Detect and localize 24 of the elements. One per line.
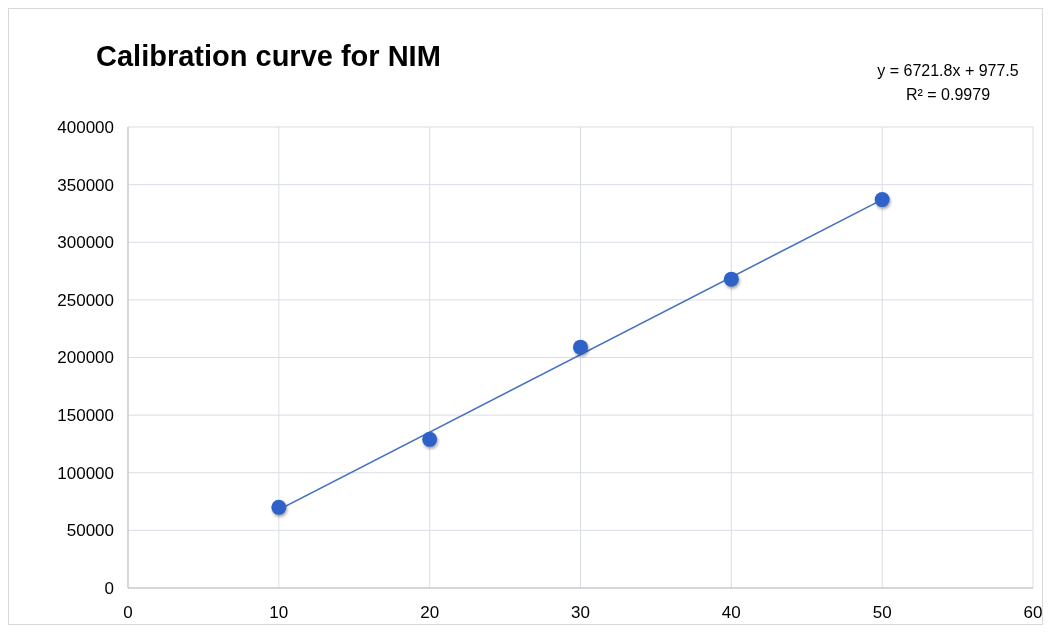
y-tick-label: 400000 bbox=[57, 117, 114, 137]
point bbox=[271, 499, 287, 515]
chart-title: Calibration curve for NIM bbox=[96, 40, 441, 72]
x-tick-label: 0 bbox=[123, 603, 133, 622]
text: R² = 0.9979 bbox=[905, 86, 991, 103]
y-tick-label: 300000 bbox=[57, 233, 114, 253]
x-tick-label: 40 bbox=[721, 603, 741, 622]
point bbox=[874, 192, 890, 208]
x-tick-label: 30 bbox=[571, 603, 590, 622]
y-tick-label: 150000 bbox=[57, 406, 114, 426]
text: y = 6721.8x + 977.5 bbox=[877, 62, 1019, 79]
x-tick-label: 20 bbox=[420, 603, 440, 622]
y-tick-label: 200000 bbox=[57, 348, 114, 368]
y-tick-label: 100000 bbox=[57, 463, 114, 483]
point bbox=[422, 431, 438, 447]
x-tick-label: 50 bbox=[872, 603, 892, 622]
y-tick-label: 0 bbox=[104, 578, 114, 598]
x-tick-label: 60 bbox=[1023, 603, 1043, 622]
x-tick-label: 10 bbox=[269, 603, 289, 622]
y-tick-label: 250000 bbox=[57, 290, 114, 310]
point bbox=[573, 339, 588, 355]
point bbox=[723, 271, 739, 287]
y-tick-label: 50000 bbox=[66, 521, 114, 541]
y-tick-label: 350000 bbox=[57, 175, 114, 195]
